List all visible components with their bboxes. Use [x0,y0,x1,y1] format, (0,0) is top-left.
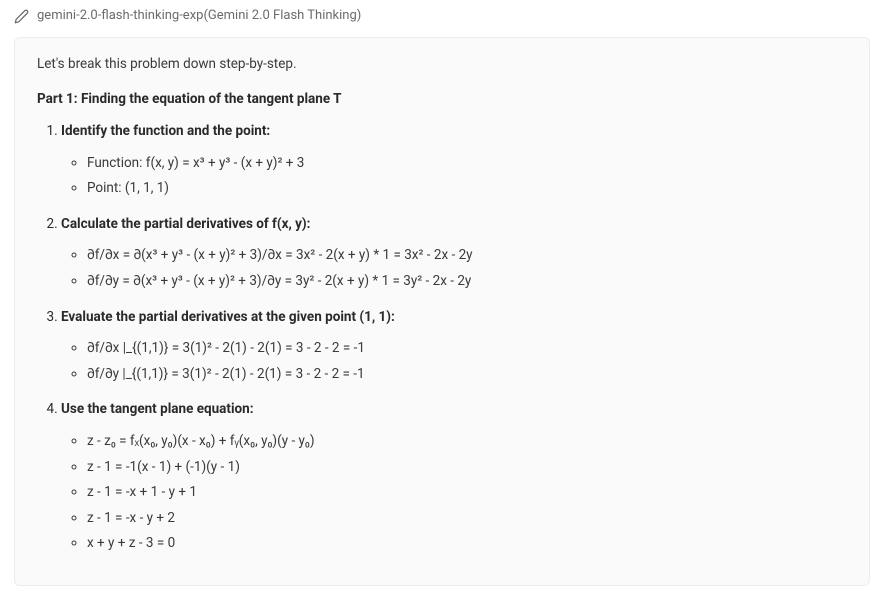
model-label: gemini-2.0-flash-thinking-exp(Gemini 2.0… [37,6,361,27]
step-subitem: x + y + z - 3 = 0 [87,533,847,555]
step-subitem: z - 1 = -x - y + 2 [87,508,847,530]
step-subitem: ∂f/∂y = ∂(x³ + y³ - (x + y)² + 3)/∂y = 3… [87,271,847,293]
step-subitem: ∂f/∂x |_{(1,1)} = 3(1)² - 2(1) - 2(1) = … [87,338,847,360]
step-item: Calculate the partial derivatives of f(x… [61,214,847,293]
step-sublist: ∂f/∂x = ∂(x³ + y³ - (x + y)² + 3)/∂x = 3… [61,245,847,292]
step-subitem: z - z₀ = fₓ(x₀, y₀)(x - x₀) + fᵧ(x₀, y₀)… [87,431,847,453]
step-subitem: ∂f/∂x = ∂(x³ + y³ - (x + y)² + 3)/∂x = 3… [87,245,847,267]
step-title: Use the tangent plane equation: [61,401,254,417]
intro-text: Let's break this problem down step-by-st… [37,54,847,76]
response-content: Let's break this problem down step-by-st… [14,37,870,586]
step-title: Identify the function and the point: [61,123,270,139]
step-subitem: ∂f/∂y |_{(1,1)} = 3(1)² - 2(1) - 2(1) = … [87,364,847,386]
step-sublist: Function: f(x, y) = x³ + y³ - (x + y)² +… [61,153,847,200]
steps-list: Identify the function and the point: Func… [37,121,847,555]
step-subitem: z - 1 = -1(x - 1) + (-1)(y - 1) [87,457,847,479]
step-subitem: Point: (1, 1, 1) [87,178,847,200]
edit-icon [14,9,29,24]
part-title: Part 1: Finding the equation of the tang… [37,89,847,111]
step-item: Identify the function and the point: Func… [61,121,847,200]
step-item: Evaluate the partial derivatives at the … [61,307,847,386]
step-title: Calculate the partial derivatives of f(x… [61,216,310,232]
step-sublist: z - z₀ = fₓ(x₀, y₀)(x - x₀) + fᵧ(x₀, y₀)… [61,431,847,555]
step-title: Evaluate the partial derivatives at the … [61,309,395,325]
model-header: gemini-2.0-flash-thinking-exp(Gemini 2.0… [0,0,884,37]
step-subitem: Function: f(x, y) = x³ + y³ - (x + y)² +… [87,153,847,175]
step-item: Use the tangent plane equation: z - z₀ = … [61,399,847,555]
step-sublist: ∂f/∂x |_{(1,1)} = 3(1)² - 2(1) - 2(1) = … [61,338,847,385]
step-subitem: z - 1 = -x + 1 - y + 1 [87,482,847,504]
